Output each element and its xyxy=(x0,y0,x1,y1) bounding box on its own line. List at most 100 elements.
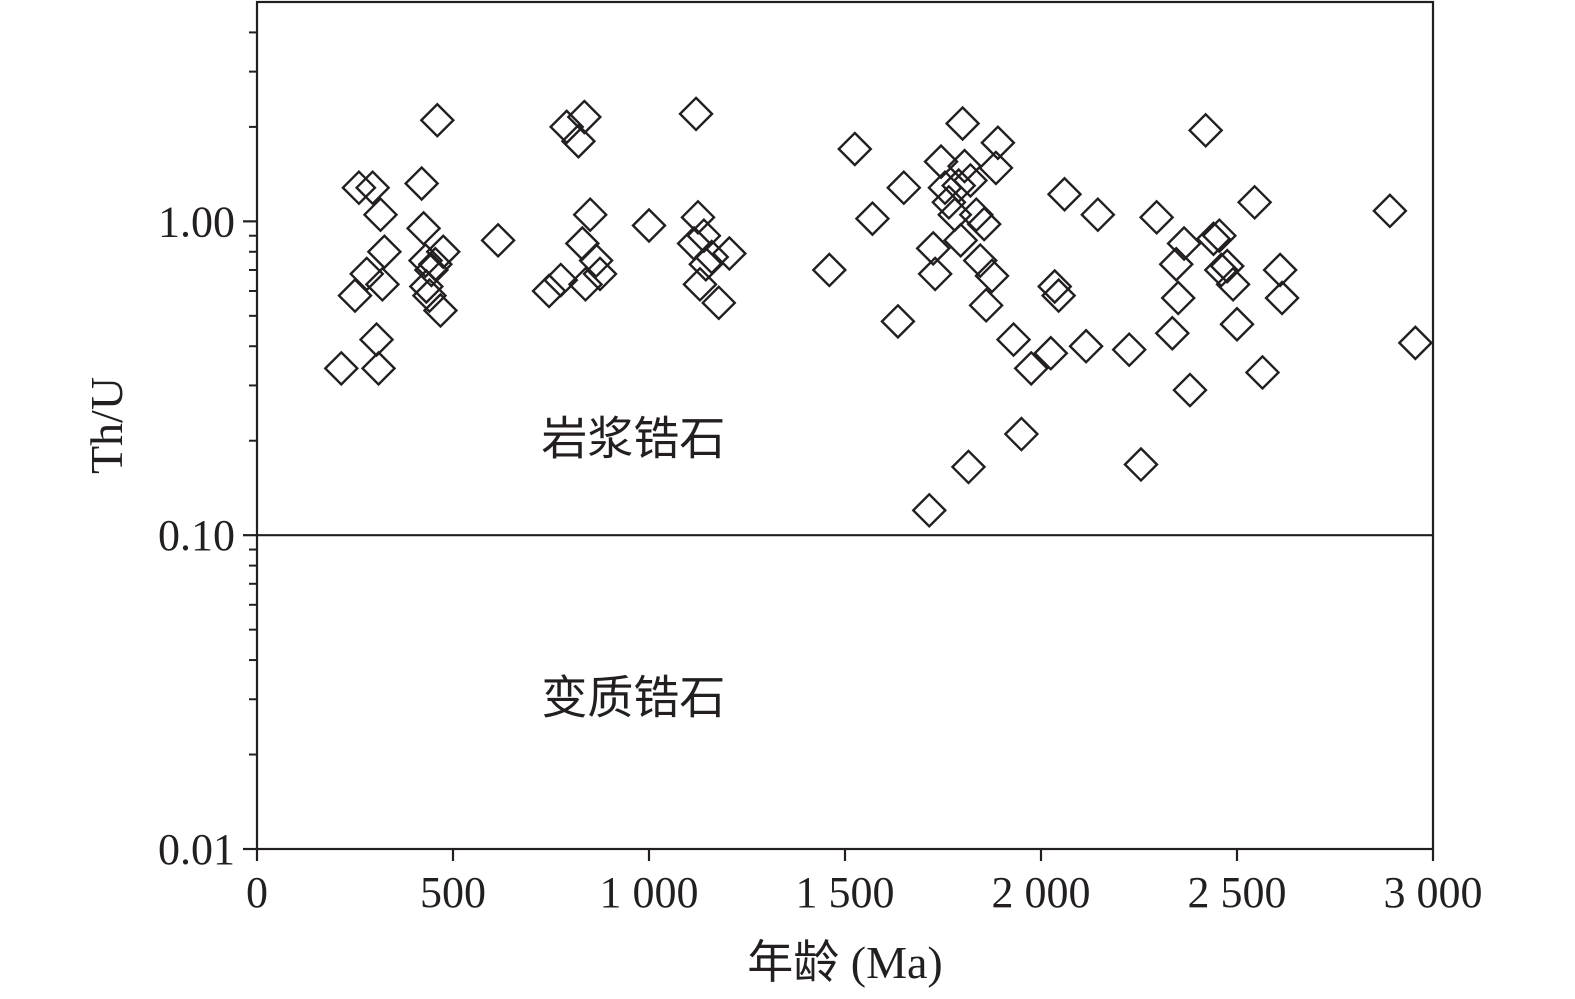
y-tick-label-1: 0.10 xyxy=(158,511,235,560)
data-point-12 xyxy=(407,242,444,279)
data-point-14 xyxy=(411,277,448,314)
data-point-43 xyxy=(854,200,891,237)
data-point-2 xyxy=(341,170,377,206)
x-tick-label-1: 500 xyxy=(420,868,486,917)
x-axis-title: 年龄 (Ma) xyxy=(747,937,942,988)
data-point-19 xyxy=(425,234,461,270)
data-point-48 xyxy=(917,256,953,292)
data-point-20 xyxy=(480,222,516,259)
data-point-90 xyxy=(1236,184,1273,221)
data-point-60 xyxy=(962,242,998,279)
data-point-53 xyxy=(940,167,977,204)
data-point-26 xyxy=(566,99,603,135)
data-point-10 xyxy=(403,165,440,202)
data-point-34 xyxy=(680,199,716,236)
data-point-74 xyxy=(1080,197,1116,233)
x-tick-label-2: 1 000 xyxy=(600,868,699,917)
data-point-33 xyxy=(678,96,714,132)
data-point-6 xyxy=(360,350,397,387)
data-points xyxy=(323,96,1434,529)
data-point-41 xyxy=(811,252,848,288)
data-point-44 xyxy=(880,303,916,340)
data-point-37 xyxy=(688,246,724,282)
data-point-21 xyxy=(531,273,567,309)
data-point-38 xyxy=(694,239,730,275)
data-point-94 xyxy=(1372,193,1408,229)
data-point-93 xyxy=(1264,280,1300,316)
data-point-63 xyxy=(974,258,1010,294)
data-point-23 xyxy=(548,109,585,145)
region-label-1: 变质锆石 xyxy=(541,672,725,723)
data-point-62 xyxy=(968,287,1004,324)
data-point-83 xyxy=(1187,112,1224,149)
data-point-75 xyxy=(1111,331,1147,368)
x-tick-label-5: 2 500 xyxy=(1188,868,1287,917)
data-point-79 xyxy=(1158,246,1194,282)
data-point-39 xyxy=(701,285,737,321)
data-point-5 xyxy=(358,321,395,358)
data-point-22 xyxy=(543,262,579,298)
data-point-3 xyxy=(349,256,385,292)
y-axis-title: Th/U xyxy=(81,377,132,474)
data-point-78 xyxy=(1154,315,1191,351)
data-point-72 xyxy=(1046,176,1083,212)
data-point-17 xyxy=(419,102,456,138)
data-point-35 xyxy=(682,266,718,303)
data-point-80 xyxy=(1160,280,1196,316)
data-point-66 xyxy=(995,321,1032,358)
data-point-85 xyxy=(1201,218,1238,254)
data-point-56 xyxy=(946,148,983,184)
data-point-76 xyxy=(1123,446,1159,483)
data-point-88 xyxy=(1215,266,1251,303)
data-point-51 xyxy=(931,184,967,221)
x-tick-label-0: 0 xyxy=(246,868,268,917)
data-point-11 xyxy=(405,210,442,247)
data-point-55 xyxy=(944,105,981,142)
data-point-4 xyxy=(354,170,391,206)
data-point-58 xyxy=(952,162,989,199)
data-point-95 xyxy=(1397,325,1434,361)
data-point-42 xyxy=(837,131,873,167)
data-point-8 xyxy=(364,266,401,303)
data-point-70 xyxy=(1037,268,1073,305)
data-point-54 xyxy=(942,222,979,259)
region-label-0: 岩浆锆石 xyxy=(541,414,725,465)
data-point-86 xyxy=(1203,252,1240,288)
data-point-31 xyxy=(631,207,667,244)
data-point-25 xyxy=(564,225,601,262)
data-point-68 xyxy=(1013,350,1049,387)
x-tick-label-3: 1 500 xyxy=(796,868,895,917)
data-point-73 xyxy=(1068,328,1104,364)
y-tick-label-2: 1.00 xyxy=(158,197,235,246)
data-point-46 xyxy=(911,492,947,529)
data-point-18 xyxy=(422,292,459,329)
data-point-47 xyxy=(915,230,951,267)
data-point-7 xyxy=(362,197,399,233)
axis-ticks xyxy=(243,31,1435,861)
data-point-87 xyxy=(1209,248,1245,284)
x-tick-label-6: 3 000 xyxy=(1384,868,1483,917)
data-point-67 xyxy=(1003,416,1040,452)
data-point-69 xyxy=(1033,335,1069,371)
data-point-71 xyxy=(1040,277,1077,314)
axis-tick-labels: 0 500 1 000 1 500 2 000 2 500 3 000 0.01 0.10 1.0… xyxy=(158,197,1483,917)
plot-frame xyxy=(255,0,1435,851)
data-point-24 xyxy=(560,123,597,159)
data-point-30 xyxy=(582,256,618,292)
data-point-49 xyxy=(923,143,959,180)
data-point-89 xyxy=(1219,306,1255,342)
data-point-29 xyxy=(578,242,614,279)
data-point-0 xyxy=(323,350,359,387)
data-point-16 xyxy=(417,246,454,282)
data-point-45 xyxy=(886,170,922,206)
data-point-9 xyxy=(366,234,403,270)
data-point-28 xyxy=(572,197,608,233)
x-tick-label-4: 2 000 xyxy=(992,868,1091,917)
y-tick-label-0: 0.01 xyxy=(158,825,235,874)
data-point-57 xyxy=(950,449,987,485)
data-point-27 xyxy=(567,266,604,303)
data-point-61 xyxy=(966,206,1002,242)
data-point-65 xyxy=(980,125,1016,161)
